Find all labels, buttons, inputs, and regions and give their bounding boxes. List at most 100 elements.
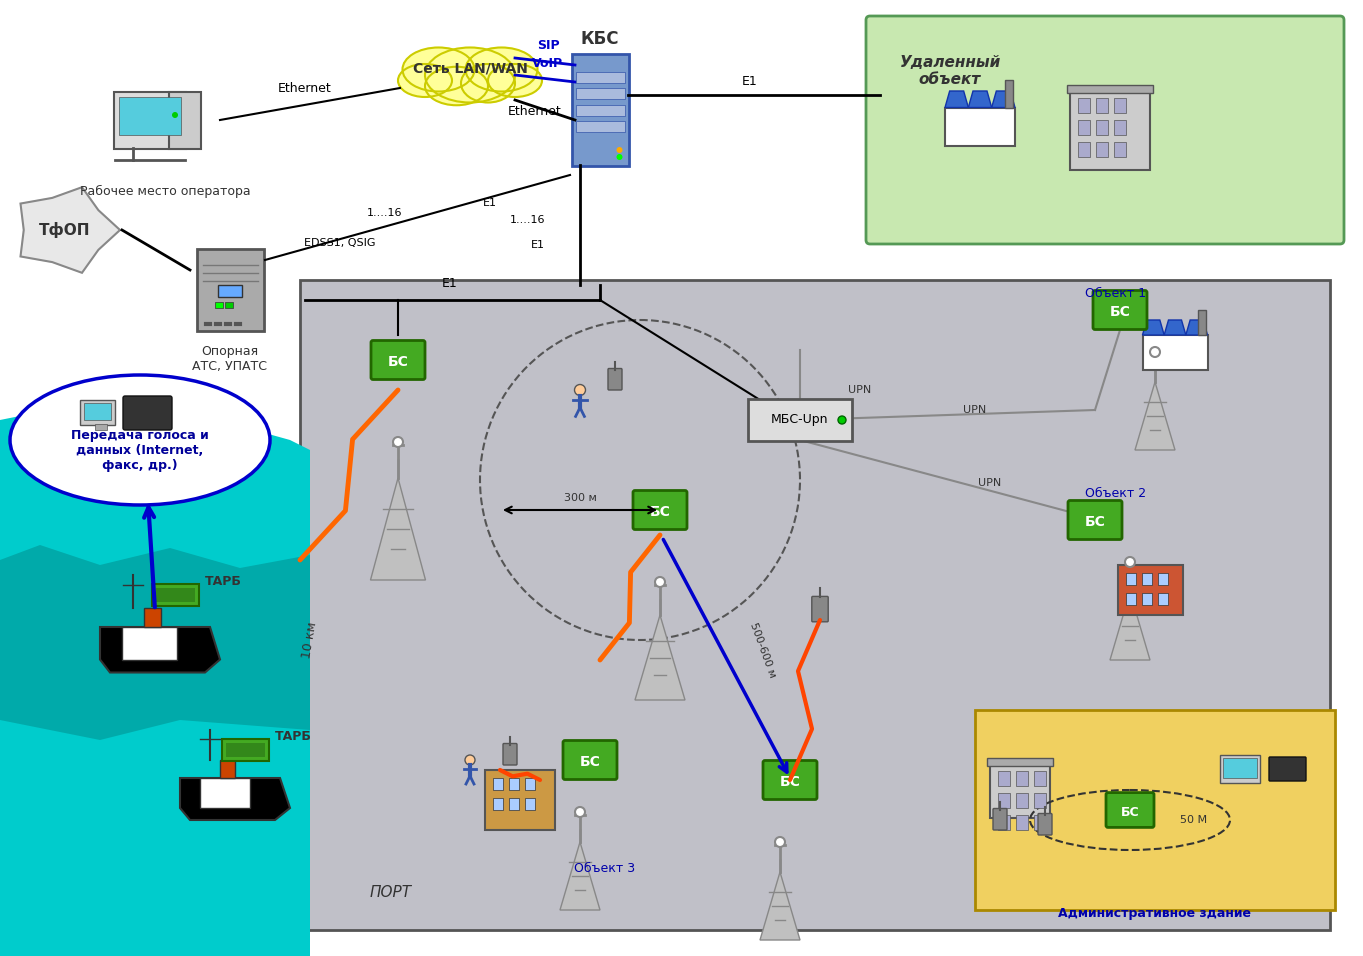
FancyBboxPatch shape <box>196 249 263 331</box>
Text: Ethernet: Ethernet <box>278 82 331 95</box>
Bar <box>200 778 249 808</box>
Text: БС: БС <box>650 505 671 519</box>
Text: E1: E1 <box>442 277 458 290</box>
Bar <box>525 778 536 790</box>
Bar <box>1142 335 1208 370</box>
Text: 1....16: 1....16 <box>367 208 402 218</box>
Bar <box>508 778 519 790</box>
Polygon shape <box>761 872 800 940</box>
FancyBboxPatch shape <box>1069 501 1122 539</box>
Ellipse shape <box>10 375 270 505</box>
Bar <box>575 88 624 99</box>
Text: E1: E1 <box>483 198 497 208</box>
FancyBboxPatch shape <box>123 396 172 430</box>
Bar <box>85 403 110 420</box>
Polygon shape <box>968 91 992 107</box>
Text: БС: БС <box>1120 806 1139 818</box>
Bar <box>1015 815 1028 830</box>
Bar <box>144 607 161 627</box>
FancyBboxPatch shape <box>975 710 1334 910</box>
Text: БС: БС <box>579 755 601 769</box>
Circle shape <box>574 384 586 396</box>
Circle shape <box>465 755 474 765</box>
Bar <box>1096 120 1108 135</box>
Bar <box>1114 142 1126 157</box>
Circle shape <box>393 437 403 447</box>
Ellipse shape <box>402 48 474 92</box>
Polygon shape <box>1186 320 1208 335</box>
Text: EDSS1, QSIG: EDSS1, QSIG <box>304 238 376 248</box>
Circle shape <box>172 112 179 118</box>
FancyBboxPatch shape <box>169 92 200 148</box>
Text: 1....16: 1....16 <box>510 215 545 225</box>
Text: UPN: UPN <box>964 405 987 415</box>
Text: Административное здание: Административное здание <box>1059 907 1251 920</box>
Bar <box>575 72 624 82</box>
Text: ТАРБ: ТАРБ <box>275 730 312 743</box>
Bar <box>1078 98 1090 113</box>
Bar <box>998 815 1010 830</box>
FancyBboxPatch shape <box>1105 793 1154 827</box>
Bar <box>990 763 1050 817</box>
Text: SIP: SIP <box>537 39 559 52</box>
Text: Объект 2: Объект 2 <box>1085 487 1146 500</box>
Bar <box>1114 98 1126 113</box>
Text: Передача голоса и
данных (Internet,
факс, др.): Передача голоса и данных (Internet, факс… <box>71 428 209 471</box>
Bar <box>1005 80 1013 107</box>
FancyBboxPatch shape <box>763 761 816 799</box>
Bar <box>1015 771 1028 786</box>
Bar <box>945 107 1015 146</box>
Ellipse shape <box>425 48 515 102</box>
Bar <box>525 798 536 810</box>
Circle shape <box>656 577 665 587</box>
FancyBboxPatch shape <box>300 280 1330 930</box>
Bar <box>1035 771 1045 786</box>
Bar <box>218 285 243 297</box>
FancyBboxPatch shape <box>371 340 425 380</box>
Polygon shape <box>1164 320 1186 335</box>
Circle shape <box>776 837 785 847</box>
FancyBboxPatch shape <box>812 597 829 621</box>
Text: Сеть LAN/WAN: Сеть LAN/WAN <box>413 61 527 75</box>
Bar <box>1070 90 1150 170</box>
Bar <box>493 798 503 810</box>
Text: МБС-Upn: МБС-Upn <box>771 414 829 426</box>
Bar <box>1223 758 1257 778</box>
Text: VoIP: VoIP <box>533 57 563 70</box>
Text: Объект 3: Объект 3 <box>574 862 635 875</box>
Polygon shape <box>1142 320 1164 335</box>
Text: 10 км: 10 км <box>300 620 319 660</box>
Bar <box>575 104 624 116</box>
Bar <box>1078 142 1090 157</box>
Bar <box>155 588 195 602</box>
Polygon shape <box>99 627 219 672</box>
Polygon shape <box>1109 592 1150 660</box>
Text: E1: E1 <box>741 75 758 88</box>
Polygon shape <box>371 478 425 580</box>
Circle shape <box>1124 557 1135 567</box>
Text: Рабочее место оператора: Рабочее место оператора <box>79 185 251 198</box>
Circle shape <box>838 416 846 424</box>
FancyBboxPatch shape <box>114 92 185 148</box>
Bar <box>225 743 264 757</box>
Bar <box>485 770 555 830</box>
Text: БС: БС <box>1109 305 1130 319</box>
Bar <box>1015 793 1028 808</box>
Text: 50 М: 50 М <box>1180 815 1208 825</box>
FancyBboxPatch shape <box>608 368 622 390</box>
FancyBboxPatch shape <box>1039 814 1052 835</box>
FancyBboxPatch shape <box>632 490 687 530</box>
Bar <box>95 424 108 430</box>
Bar <box>1126 593 1135 605</box>
Bar <box>493 778 503 790</box>
Text: UPN: UPN <box>848 385 871 395</box>
FancyBboxPatch shape <box>1269 757 1306 781</box>
Polygon shape <box>20 187 120 272</box>
Text: 300 м: 300 м <box>563 493 597 503</box>
Text: Ethernet: Ethernet <box>508 105 562 118</box>
Bar <box>119 97 181 135</box>
Bar <box>998 793 1010 808</box>
Circle shape <box>1150 347 1160 357</box>
Circle shape <box>575 807 585 817</box>
FancyBboxPatch shape <box>748 399 852 441</box>
